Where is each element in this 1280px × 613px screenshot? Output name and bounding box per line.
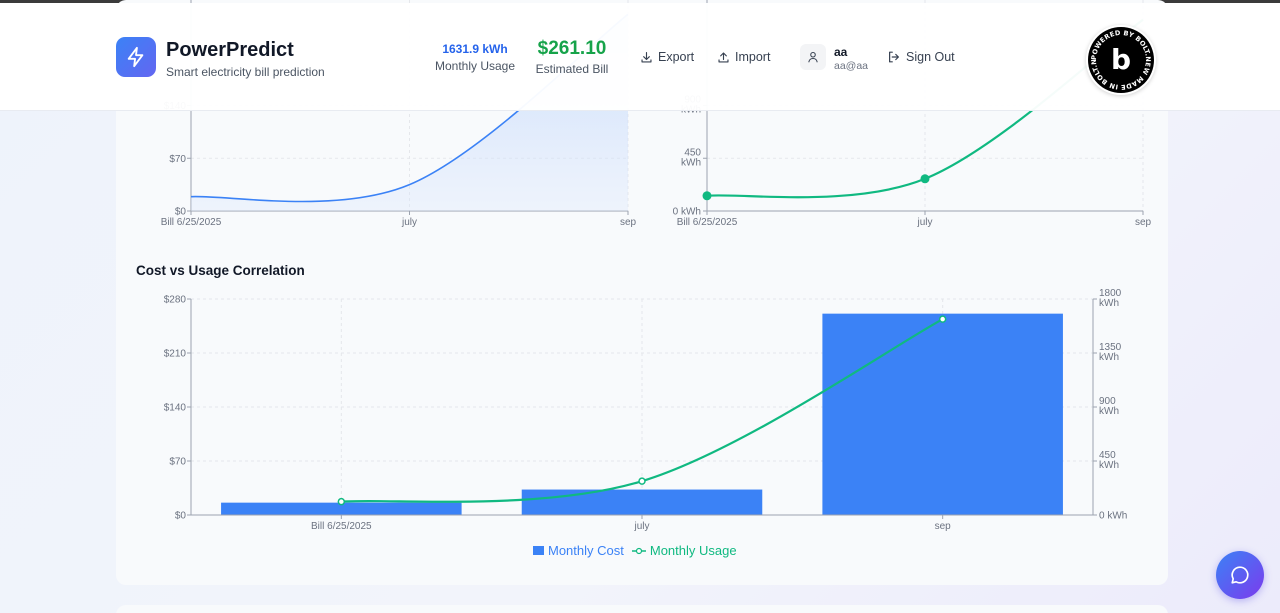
legend-item-usage[interactable]: Monthly Usage	[631, 543, 737, 558]
usage-point	[638, 477, 646, 485]
app-name: PowerPredict	[166, 39, 294, 61]
legend-swatch-cost	[533, 546, 544, 555]
correlation-chart-title: Cost vs Usage Correlation	[136, 263, 305, 278]
y-left-tick-label: $210	[164, 349, 187, 360]
legend-swatch-usage	[631, 547, 646, 554]
x-tick-label: july	[916, 217, 932, 228]
estimated-bill-label: Estimated Bill	[535, 62, 609, 76]
cost-bar	[221, 502, 462, 515]
export-label: Export	[658, 50, 695, 64]
user-name: aa	[834, 45, 848, 59]
upload-icon	[718, 51, 729, 63]
y-right-tick-label: 0 kWh	[1099, 511, 1127, 522]
x-tick-label: sep	[1135, 217, 1152, 228]
download-icon	[641, 51, 652, 63]
user-icon	[808, 51, 818, 63]
bolt-badge[interactable]: POWERED BY BOLT.NEW MADE IN BOLT.NEW b	[1082, 19, 1156, 95]
bolt-badge-icon: POWERED BY BOLT.NEW MADE IN BOLT.NEW b	[1082, 19, 1154, 93]
chat-button[interactable]	[1216, 551, 1264, 599]
y-tick-label: 450	[684, 147, 701, 158]
y-right-tick-label: 900	[1099, 396, 1116, 407]
user-email: aa@aa	[834, 60, 869, 72]
usage-point	[337, 497, 346, 506]
chat-icon	[1231, 566, 1249, 584]
y-tick-label: $70	[169, 154, 186, 165]
y-right-tick-label: 450	[1099, 450, 1116, 461]
y-right-tick-label-unit: kWh	[1099, 298, 1119, 309]
estimated-bill-value: $261.10	[537, 38, 607, 59]
monthly-usage-stat: 1631.9 kWh Monthly Usage	[432, 42, 518, 73]
x-tick-label: sep	[620, 217, 637, 228]
cost-bar	[521, 489, 763, 515]
export-button[interactable]: Export	[640, 50, 694, 64]
y-right-tick-label-unit: kWh	[1099, 406, 1119, 417]
y-right-tick-label: 1800	[1099, 288, 1122, 299]
y-right-tick-label-unit: kWh	[1099, 352, 1119, 363]
usage-point	[702, 191, 712, 201]
y-tick-label: $0	[175, 207, 187, 218]
cost-area	[191, 14, 628, 212]
monthly-usage-value: 1631.9 kWh	[442, 42, 508, 56]
sign-out-button[interactable]: Sign Out	[887, 50, 955, 64]
legend-label-usage: Monthly Usage	[649, 543, 737, 558]
x-tick-label: Bill 6/25/2025	[161, 217, 222, 228]
y-right-tick-label: 1350	[1099, 342, 1122, 353]
y-right-tick-label-unit: kWh	[1099, 460, 1119, 471]
svg-text:b: b	[1111, 43, 1131, 76]
y-left-tick-label: $280	[164, 295, 187, 306]
monthly-usage-label: Monthly Usage	[434, 59, 516, 73]
usage-point	[920, 174, 930, 184]
y-left-tick-label: $140	[164, 403, 187, 414]
x-tick-label: july	[633, 521, 649, 532]
usage-point	[938, 315, 947, 323]
import-label: Import	[735, 50, 771, 64]
next-card	[116, 605, 1168, 613]
x-tick-label: Bill 6/25/2025	[311, 521, 372, 532]
app-subtitle: Smart electricity bill prediction	[166, 65, 325, 79]
y-tick-label: 0 kWh	[673, 207, 701, 218]
lightning-icon	[127, 46, 144, 68]
sign-out-label: Sign Out	[906, 50, 955, 64]
chart-legend: Monthly Cost Monthly Usage	[533, 543, 737, 558]
y-left-tick-label: $70	[169, 457, 186, 468]
legend-label-cost: Monthly Cost	[548, 543, 624, 558]
app-logo	[116, 37, 156, 77]
import-button[interactable]: Import	[717, 50, 770, 64]
y-left-tick-label: $0	[175, 511, 187, 522]
y-tick-label-unit: kWh	[681, 157, 701, 168]
app-header: PowerPredict Smart electricity bill pred…	[0, 3, 1280, 111]
estimated-bill-stat: $261.10 Estimated Bill	[528, 38, 616, 76]
x-tick-label: Bill 6/25/2025	[677, 217, 738, 228]
cost-bar	[822, 313, 1063, 515]
x-tick-label: sep	[935, 521, 952, 532]
sign-out-icon	[889, 51, 899, 63]
legend-item-cost[interactable]: Monthly Cost	[533, 543, 624, 558]
x-tick-label: july	[401, 217, 417, 228]
user-avatar[interactable]	[800, 44, 826, 70]
